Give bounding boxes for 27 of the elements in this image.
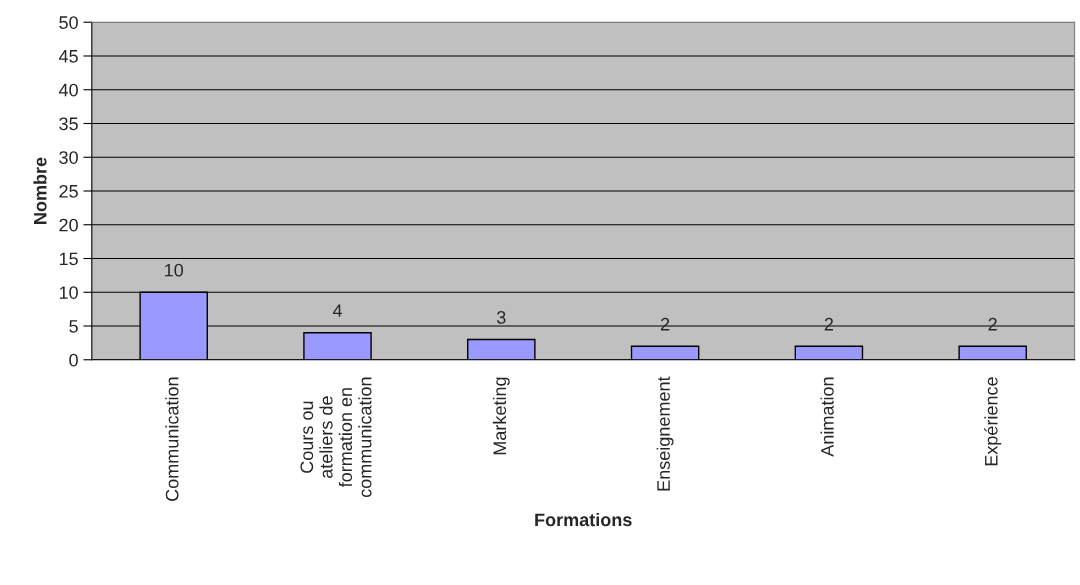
x-tick-label: Cours ou ateliers de formation en communication	[300, 377, 372, 498]
bar	[467, 338, 536, 360]
y-tick-label: 45	[58, 50, 78, 63]
x-axis-title: Formations	[535, 512, 632, 527]
y-tick-label: 5	[69, 320, 78, 333]
y-tick-label: 30	[59, 151, 78, 164]
y-tick-label: 40	[58, 83, 78, 97]
y-axis-title: Nombre	[33, 157, 47, 224]
y-tick-label: 0	[69, 353, 78, 367]
bar	[958, 345, 1027, 360]
data-label: 10	[165, 263, 184, 277]
bar	[630, 345, 700, 360]
data-label: 4	[332, 304, 342, 317]
bar	[794, 345, 864, 360]
bar	[303, 332, 372, 360]
data-label: 3	[496, 311, 506, 324]
x-tick-label: Communication	[165, 377, 179, 501]
y-tick-label: 50	[59, 16, 78, 29]
x-tick-label: Enseignement	[656, 376, 674, 491]
y-tick-label: 25	[59, 184, 78, 198]
y-tick-label: 20	[59, 218, 78, 232]
y-tick-label: 15	[59, 252, 78, 266]
x-tick-label: Expérience	[984, 377, 1002, 466]
x-tick-label: Animation	[820, 377, 834, 457]
x-tick-label: Marketing	[492, 377, 510, 455]
y-tick-label: 35	[59, 117, 78, 131]
y-tick-label: 10	[59, 286, 78, 299]
